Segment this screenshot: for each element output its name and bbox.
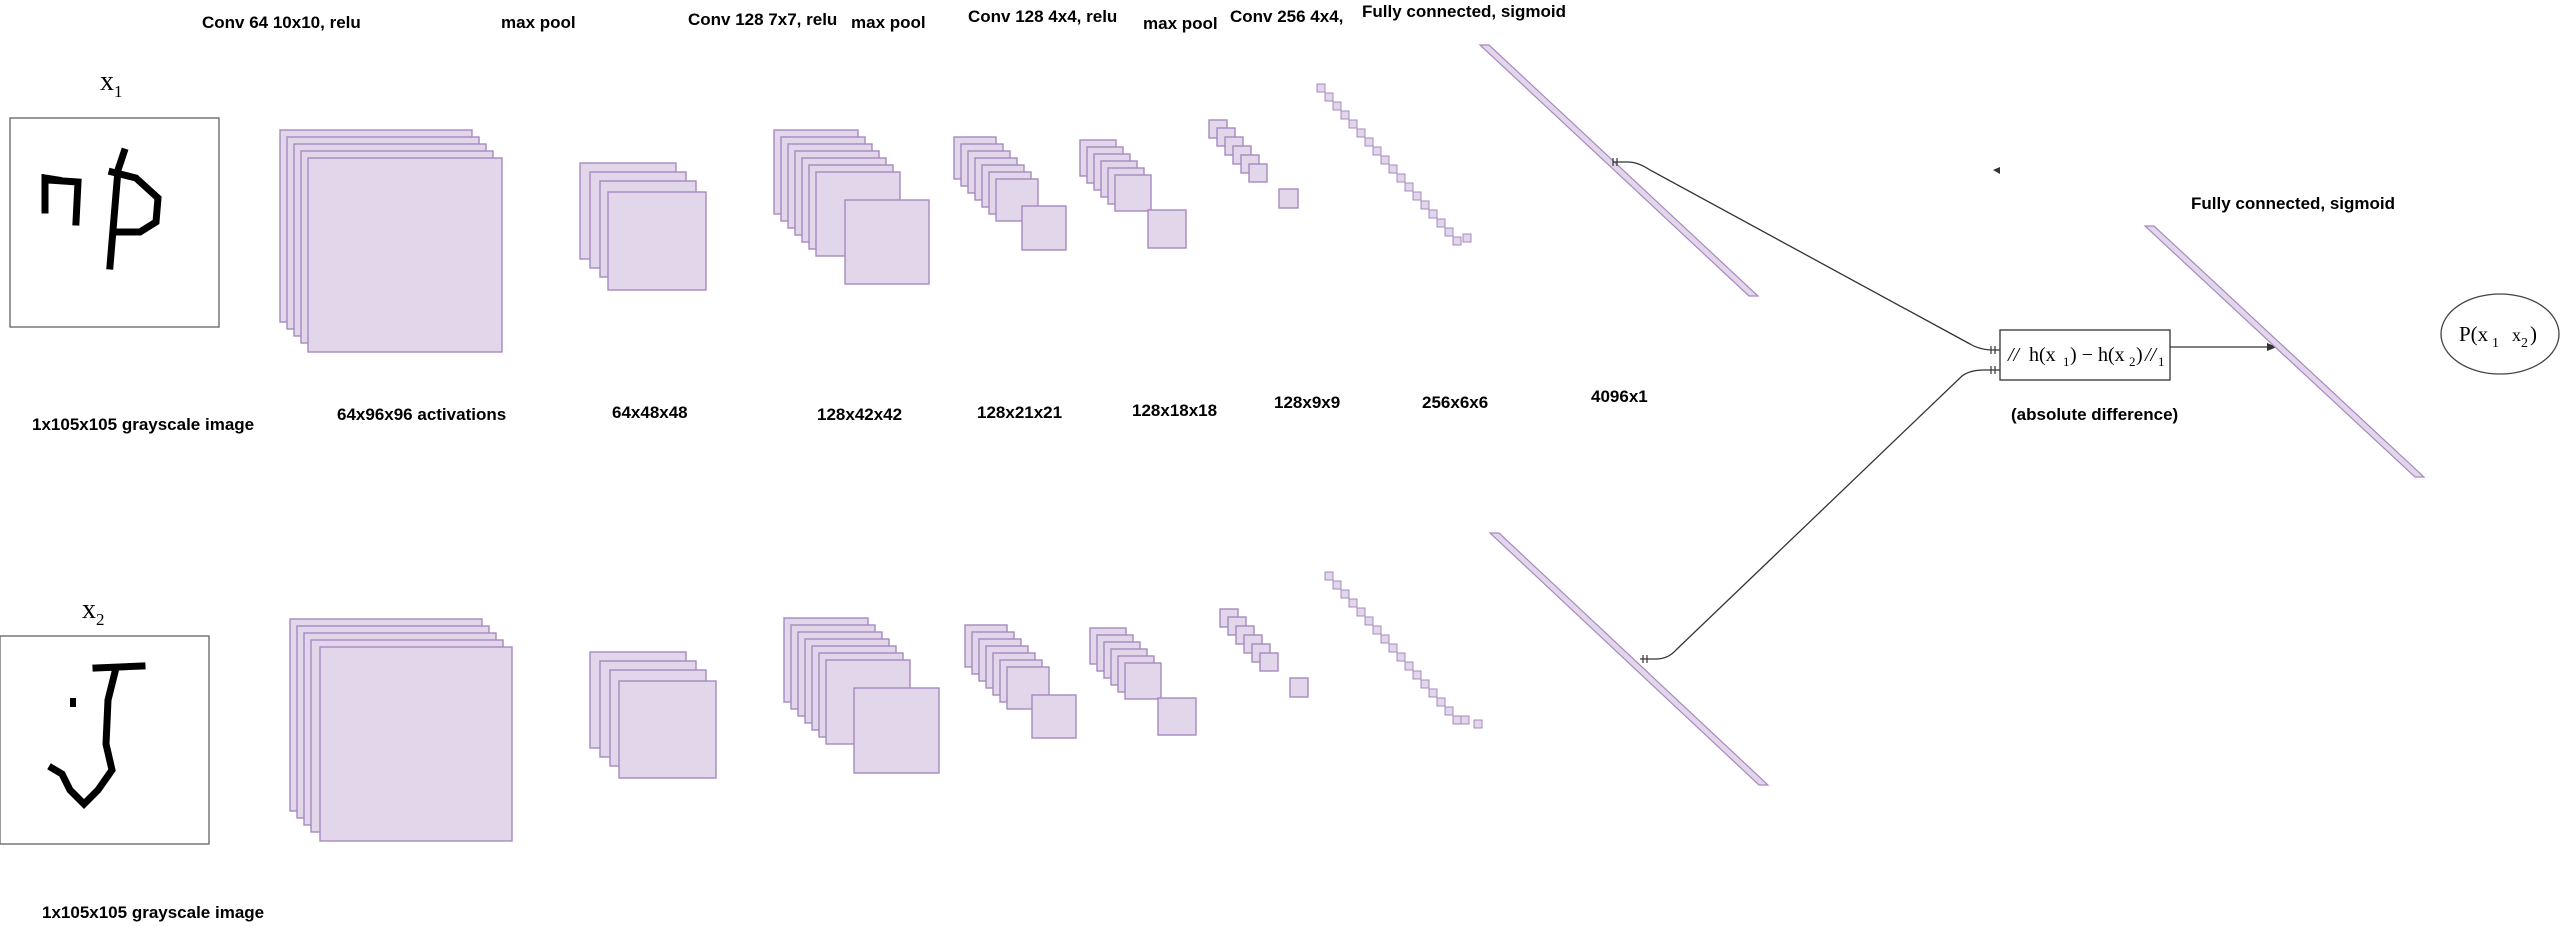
label-fc1: Fully connected, sigmoid <box>1362 2 1566 21</box>
svg-text:): ) <box>2530 322 2537 346</box>
svg-text:x: x <box>2512 325 2521 345</box>
svg-text:2: 2 <box>96 610 105 629</box>
dim-act3: 128x21x21 <box>977 403 1062 422</box>
svg-text:) − h(x: ) − h(x <box>2070 344 2125 366</box>
feature-maps-conv3-top <box>953 136 1067 251</box>
svg-text:1: 1 <box>2158 354 2165 369</box>
dim-act2: 128x42x42 <box>817 405 902 424</box>
dim-act5: 128x9x9 <box>1274 393 1340 412</box>
label-pool2: max pool <box>851 13 926 32</box>
svg-text:P(x: P(x <box>2459 322 2489 346</box>
feature-maps-conv5-top <box>1316 83 1472 246</box>
feature-maps-conv4-bottom <box>1219 608 1309 698</box>
fc-layer-final <box>2143 225 2426 478</box>
svg-text:x: x <box>82 594 96 625</box>
svg-text:1: 1 <box>114 82 123 101</box>
output-node <box>2440 293 2560 375</box>
svg-text:1: 1 <box>2063 354 2070 369</box>
feature-maps-pool1-top <box>579 162 707 291</box>
label-conv1: Conv 64 10x10, relu <box>202 13 361 32</box>
feature-maps-conv2-top <box>773 129 930 285</box>
input-label-bottom: x 2 <box>82 594 105 629</box>
svg-text:2: 2 <box>2521 336 2528 351</box>
svg-text://: // <box>2144 344 2159 366</box>
label-pool3: max pool <box>1143 14 1218 33</box>
feature-maps-conv5-bottom <box>1324 571 1483 729</box>
dim-pool1: 64x48x48 <box>612 403 688 422</box>
output-probability: P(x 1 x 2 ) <box>2459 322 2537 351</box>
label-pool1: max pool <box>501 13 576 32</box>
feature-maps-pool3-bottom <box>1089 627 1197 736</box>
fc-layer-bottom <box>1488 532 1770 786</box>
feature-maps-conv2-bottom <box>783 617 940 774</box>
feature-maps-conv3-bottom <box>964 624 1077 739</box>
caption-input-top: 1x105x105 grayscale image <box>32 415 254 434</box>
svg-text:h(x: h(x <box>2029 344 2056 366</box>
svg-text:x: x <box>100 66 114 97</box>
wire-bottom-to-distance <box>1640 366 2000 663</box>
label-conv3: Conv 128 4x4, relu <box>968 7 1117 26</box>
handwritten-character-bottom <box>47 662 146 809</box>
fc-layer-top <box>1478 44 1760 297</box>
label-conv2: Conv 128 7x7, relu <box>688 10 837 29</box>
arrow-to-final-fc-head-icon <box>2267 343 2277 351</box>
wire-top-to-distance <box>1612 158 2000 354</box>
distance-box <box>1999 329 2171 381</box>
feature-maps-pool3-top <box>1079 139 1187 249</box>
feature-maps-conv1-top <box>279 129 503 353</box>
caption-input-bottom: 1x105x105 grayscale image <box>42 903 264 922</box>
feature-maps-conv4-top <box>1208 119 1299 209</box>
final-fc-label: Fully connected, sigmoid <box>2191 194 2395 213</box>
svg-text://: // <box>2007 344 2022 366</box>
svg-text:2: 2 <box>2129 354 2136 369</box>
svg-text:): ) <box>2136 344 2143 366</box>
dim-act4: 128x18x18 <box>1132 401 1217 420</box>
handwritten-character-top <box>41 147 162 270</box>
input-label-top: x 1 <box>100 66 123 101</box>
dim-fc: 4096x1 <box>1591 387 1648 406</box>
stray-arrowhead-icon <box>1993 167 2000 174</box>
dim-act1: 64x96x96 activations <box>337 405 506 424</box>
feature-maps-pool1-bottom <box>589 651 717 779</box>
label-conv4: Conv 256 4x4, <box>1230 7 1343 26</box>
feature-maps-conv1-bottom <box>289 618 513 842</box>
svg-text:1: 1 <box>2492 336 2499 351</box>
distance-formula: // h(x 1 ) − h(x 2 ) // 1 <box>2007 344 2165 369</box>
distance-label: (absolute difference) <box>2011 405 2178 424</box>
dim-act6: 256x6x6 <box>1422 393 1488 412</box>
